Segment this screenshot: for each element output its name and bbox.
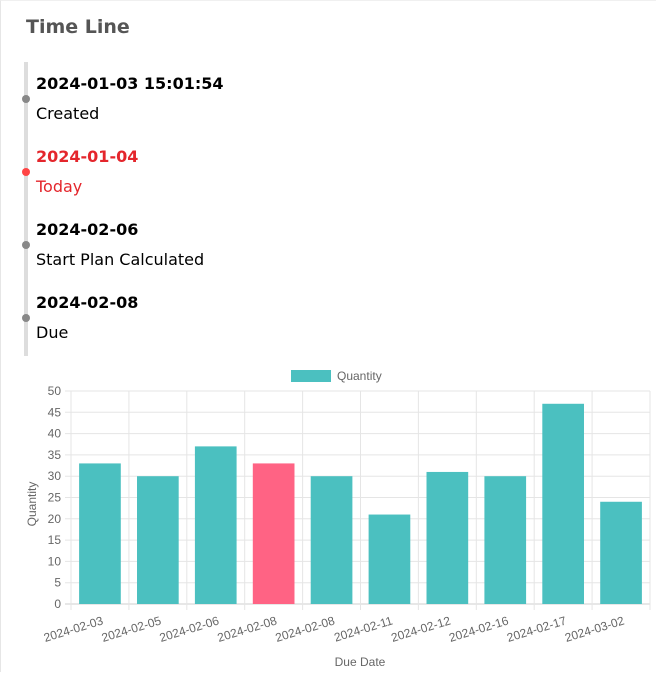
x-tick-label: 2024-02-08 [216,613,279,644]
y-tick-label: 20 [48,512,62,526]
timeline-item-start-plan: 2024-02-06 Start Plan Calculated [22,220,404,290]
timeline-dot [22,241,30,249]
chart-bars [79,403,642,604]
bar [368,514,411,604]
timeline-date: 2024-02-06 [36,220,139,239]
timeline-item-created: 2024-01-03 15:01:54 Created [22,74,404,144]
bar [600,501,642,604]
bar [426,471,469,604]
y-tick-label: 45 [48,405,62,419]
timeline-dot-today [22,168,30,176]
legend-swatch [291,370,331,382]
timeline-item-due: 2024-02-08 Due [22,293,404,363]
x-tick-label: 2024-02-05 [100,613,163,644]
x-axis-ticks: 2024-02-032024-02-052024-02-062024-02-08… [42,613,626,644]
page-title: Time Line [26,16,130,38]
chart-legend[interactable]: Quantity [291,369,382,383]
y-tick-label: 35 [48,448,62,462]
x-tick-label: 2024-02-17 [505,613,568,644]
x-tick-label: 2024-02-06 [158,613,221,644]
y-tick-label: 15 [48,533,62,547]
bar [137,476,179,604]
timeline-event: Created [36,104,100,123]
timeline: 2024-01-03 15:01:54 Created 2024-01-04 T… [22,62,424,356]
timeline-date: 2024-01-04 [36,147,139,166]
timeline-dot [22,314,30,322]
y-axis-ticks: 0 5 10 15 20 25 30 35 40 45 50 [48,384,62,611]
bar [484,476,527,604]
y-axis-label: Quantity [25,482,39,527]
y-tick-label: 10 [48,554,62,568]
bar [79,463,121,604]
bar [310,476,353,604]
timeline-event: Due [36,323,69,342]
y-tick-label: 50 [48,384,62,398]
timeline-item-today: 2024-01-04 Today [22,147,404,217]
timeline-date: 2024-01-03 15:01:54 [36,74,224,93]
timeline-event: Start Plan Calculated [36,250,205,269]
bar [252,463,295,604]
bar [542,403,584,604]
x-tick-label: 2024-02-08 [274,613,337,644]
x-tick-label: 2024-02-11 [332,613,394,644]
timeline-date: 2024-02-08 [36,293,139,312]
x-tick-label: 2024-03-02 [563,613,626,644]
y-tick-label: 5 [54,576,61,590]
x-tick-label: 2024-02-16 [447,613,510,644]
x-tick-label: 2024-02-03 [42,613,105,644]
x-axis-label: Due Date [335,655,386,669]
x-tick-label: 2024-02-12 [389,613,452,644]
legend-label: Quantity [337,369,382,383]
y-tick-label: 25 [48,491,62,505]
y-tick-label: 0 [54,597,61,611]
y-tick-label: 40 [48,427,62,441]
y-tick-label: 30 [48,469,62,483]
quantity-bar-chart: Quantity 0 5 10 15 20 25 30 35 40 45 50 2024-02-03… [25,369,651,669]
timeline-dot [22,95,30,103]
bar [194,446,237,604]
timeline-panel [0,0,656,672]
timeline-line [24,62,28,356]
timeline-event: Today [36,177,83,196]
